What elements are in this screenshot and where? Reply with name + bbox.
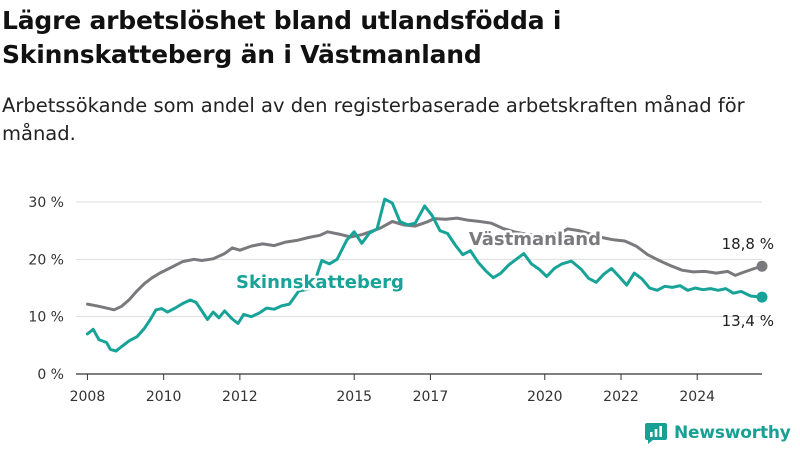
x-tick-label: 2017	[413, 389, 449, 405]
y-tick-label: 20 %	[28, 252, 64, 268]
series-end-point-0	[756, 260, 768, 272]
newsworthy-logo-icon	[645, 423, 667, 444]
y-tick-label: 10 %	[28, 310, 64, 326]
end-value-label-0: 18,8 %	[722, 235, 774, 253]
x-tick-label: 2022	[603, 389, 639, 405]
x-tick-label: 2012	[222, 389, 258, 405]
series-line-1	[85, 197, 764, 353]
newsworthy-logo: Newsworthy	[644, 419, 791, 447]
logo-text: Newsworthy	[674, 423, 791, 443]
x-tick-label: 2010	[146, 389, 182, 405]
series-line-0	[85, 216, 764, 312]
x-tick-label: 2015	[336, 389, 372, 405]
chart-title: Lägre arbetslöshet bland utlandsfödda i …	[2, 6, 562, 69]
end-value-label-1: 13,4 %	[722, 312, 774, 330]
label-layer: 18,8 % 13,4 % Västmanland Skinnskatteberg	[234, 227, 775, 331]
chart-subtitle: Arbetssökande som andel av den registerb…	[2, 94, 745, 145]
series-layer	[85, 197, 768, 353]
axis-layer: 0 % 10 % 20 % 30 % 2008 2010 2012 2015 2017 2020 2…	[28, 195, 762, 405]
series-end-point-1	[756, 291, 768, 303]
x-tick-label: 2020	[527, 389, 563, 405]
series-label-vastmanland: Västmanland	[469, 229, 601, 250]
x-tick-label: 2024	[679, 389, 715, 405]
x-tick-label: 2008	[70, 389, 106, 405]
series-label-skinnskatteberg: Skinnskatteberg	[236, 272, 404, 293]
y-tick-label: 30 %	[28, 195, 64, 211]
y-tick-label: 0 %	[37, 367, 64, 383]
